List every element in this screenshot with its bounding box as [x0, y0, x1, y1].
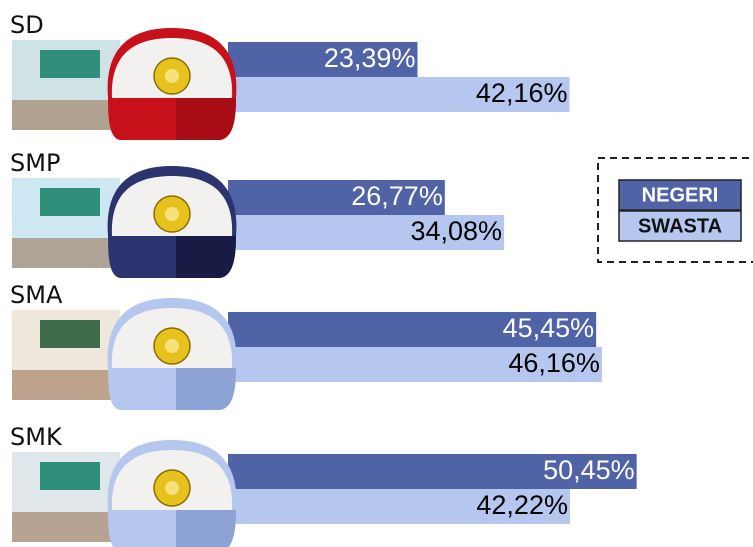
hat-band-shade — [176, 98, 236, 140]
legend-label: SWASTA — [638, 215, 722, 237]
category-label: SMP — [10, 149, 60, 177]
value-label: 46,16% — [508, 348, 600, 378]
value-label: 34,08% — [410, 216, 502, 246]
value-label: 45,45% — [503, 313, 595, 343]
legend: NEGERI SWASTA — [598, 158, 753, 262]
hat-band-shade — [176, 368, 236, 410]
category-label: SD — [10, 11, 44, 39]
category-label: SMK — [10, 423, 63, 451]
illustration-board — [40, 462, 100, 490]
illustration-board — [40, 188, 100, 216]
illustration-board — [40, 320, 100, 348]
hat-emblem-core — [165, 69, 179, 83]
value-label: 42,22% — [476, 490, 568, 520]
illustrations: SD SMP SMA SMK — [10, 11, 236, 547]
chart: 23,39% 42,16% 26,77% 34,08% 45,45% 46,16% 50,4… — [0, 0, 753, 547]
illustration-board — [40, 50, 100, 78]
category-label: SMA — [10, 281, 63, 309]
legend-label: NEGERI — [642, 184, 719, 206]
illustration-floor — [12, 370, 120, 400]
hat-emblem-core — [165, 481, 179, 495]
illustration-floor — [12, 100, 120, 130]
hat-emblem-core — [165, 339, 179, 353]
hat-emblem-core — [165, 207, 179, 221]
value-label: 23,39% — [324, 43, 416, 73]
illustration-floor — [12, 512, 120, 542]
value-label: 26,77% — [351, 181, 443, 211]
value-label: 42,16% — [476, 78, 568, 108]
hat-band-shade — [176, 236, 236, 278]
bars: 23,39% 42,16% 26,77% 34,08% 45,45% 46,16% 50,4… — [228, 42, 637, 524]
illustration-floor — [12, 238, 120, 268]
hat-band-shade — [176, 510, 236, 547]
value-label: 50,45% — [543, 455, 635, 485]
